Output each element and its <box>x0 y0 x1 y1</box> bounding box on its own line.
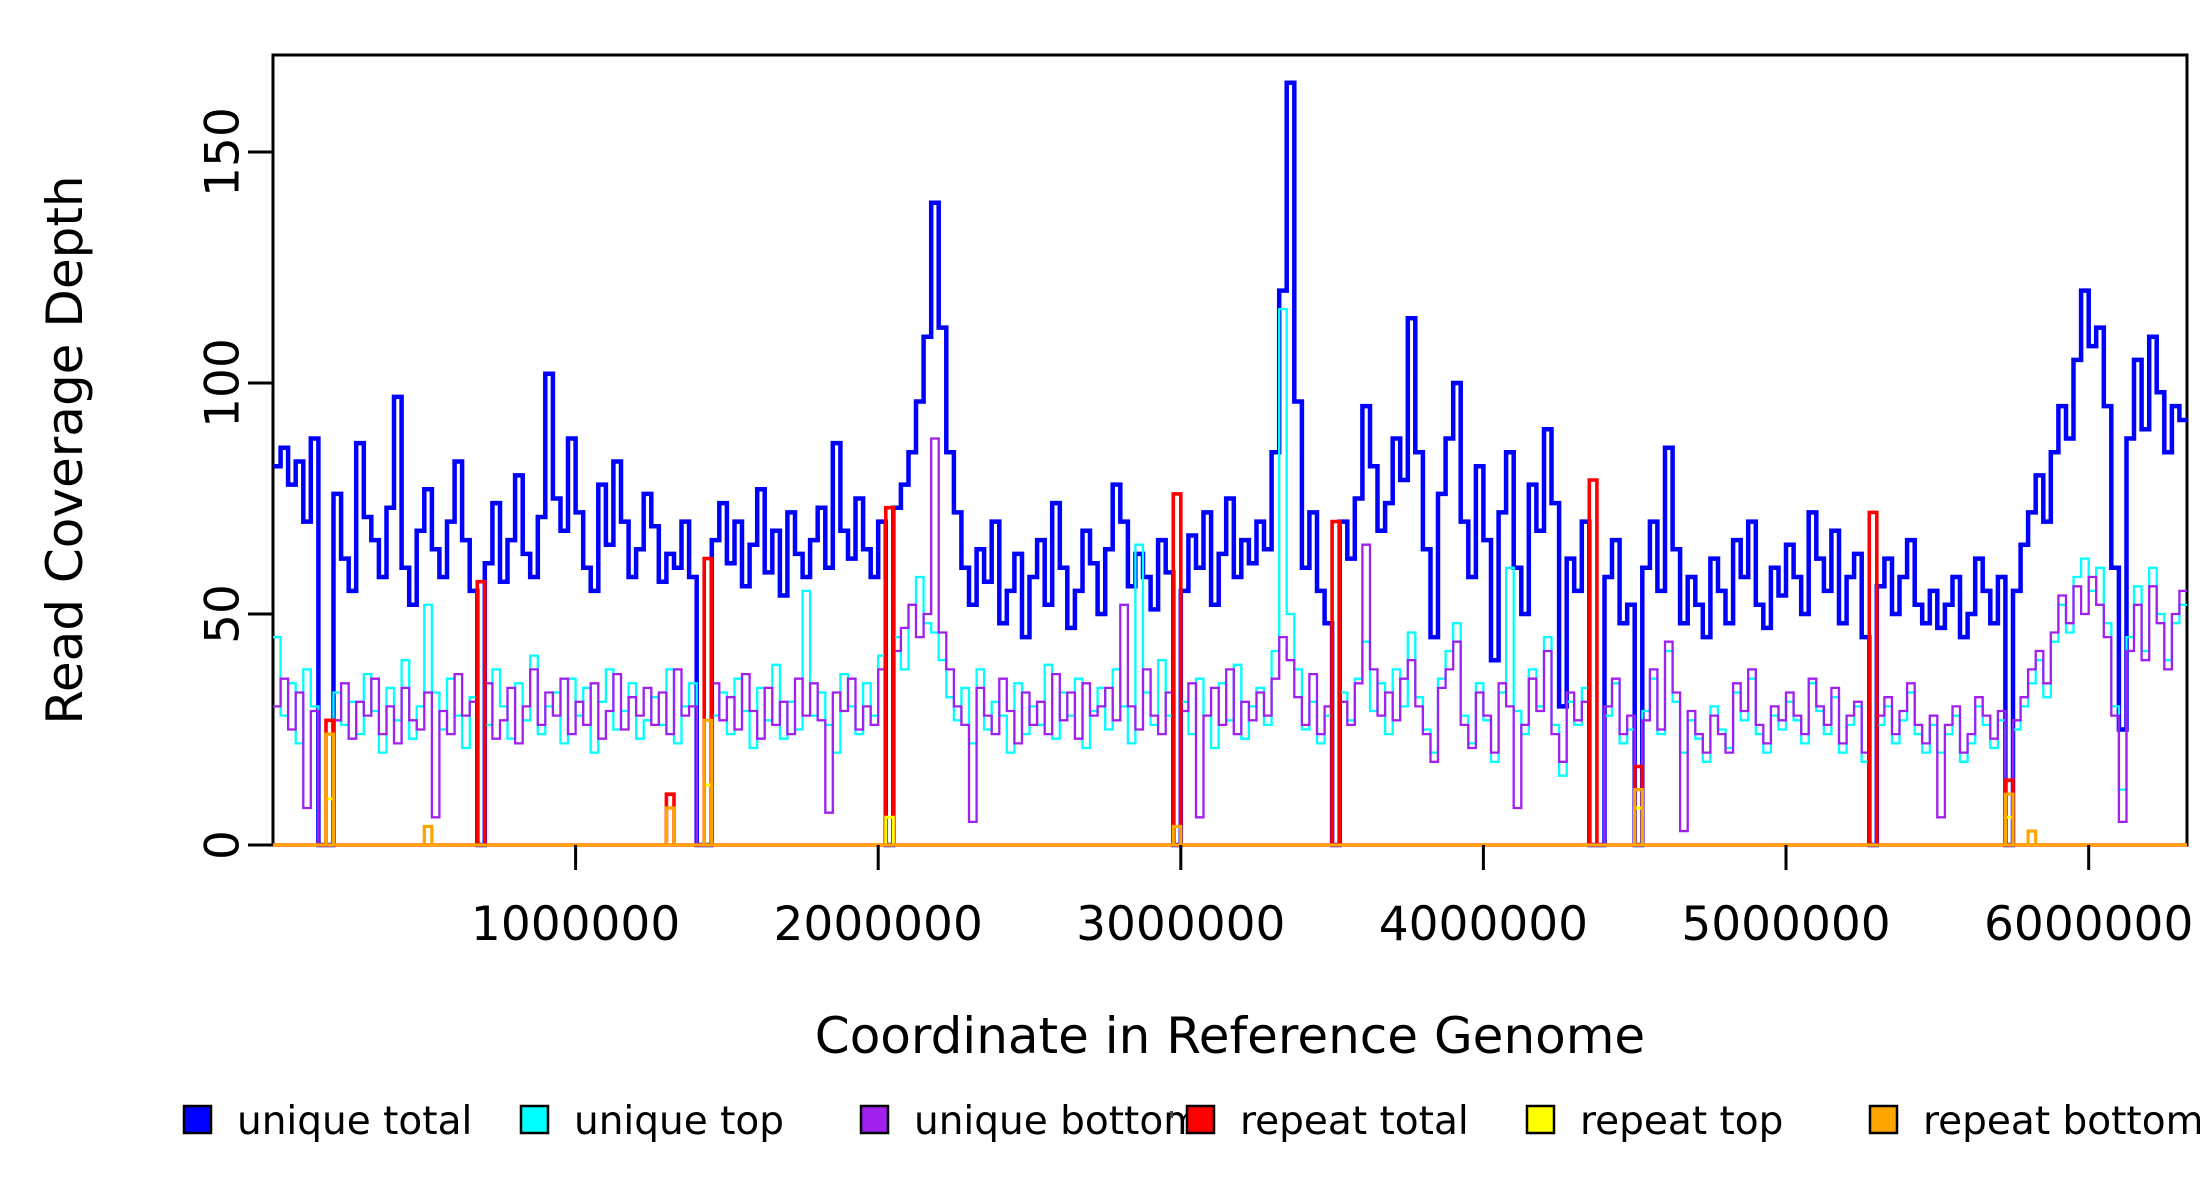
legend-label-repeat-top: repeat top <box>1580 1099 1783 1144</box>
y-tick-label: 50 <box>195 584 250 644</box>
x-axis-title: Coordinate in Reference Genome <box>815 1007 1645 1065</box>
y-tick-label: 150 <box>195 107 250 197</box>
legend-label-repeat-total: repeat total <box>1240 1099 1469 1144</box>
legend-swatch-repeat-top <box>1525 1104 1556 1135</box>
x-tick-label: 5000000 <box>1681 897 1890 952</box>
x-tick-label: 1000000 <box>471 897 680 952</box>
y-axis: 0 50 100 150 Read Coverage Depth <box>36 107 273 860</box>
series-repeat-top <box>273 783 2187 847</box>
legend-swatch-repeat-total <box>1185 1104 1216 1135</box>
y-axis-title: Read Coverage Depth <box>36 175 94 724</box>
series-repeat-total <box>273 478 2187 847</box>
legend-label-unique-top: unique top <box>574 1099 784 1144</box>
legend-swatch-repeat-bottom <box>1868 1104 1899 1135</box>
legend-label-unique-total: unique total <box>237 1099 472 1144</box>
x-axis: 1000000 2000000 3000000 4000000 5000000 … <box>471 845 2193 1065</box>
legend-label-repeat-bottom: repeat bottom <box>1923 1099 2200 1144</box>
y-tick-label: 0 <box>195 830 250 860</box>
x-tick-label: 2000000 <box>774 897 983 952</box>
y-tick-label: 100 <box>195 338 250 428</box>
x-tick-label: 4000000 <box>1379 897 1588 952</box>
legend-swatch-unique-top <box>519 1104 550 1135</box>
legend-swatch-unique-total <box>182 1104 213 1135</box>
legend-swatch-unique-bottom <box>859 1104 890 1135</box>
stray-dot <box>1170 1111 1173 1118</box>
series-repeat-bottom <box>273 718 2187 847</box>
x-tick-label: 3000000 <box>1076 897 1285 952</box>
legend: unique total unique top unique bottom re… <box>182 1099 2200 1144</box>
x-tick-label: 6000000 <box>1984 897 2193 952</box>
legend-label-unique-bottom: unique bottom <box>914 1099 1201 1144</box>
series-group <box>273 80 2187 848</box>
